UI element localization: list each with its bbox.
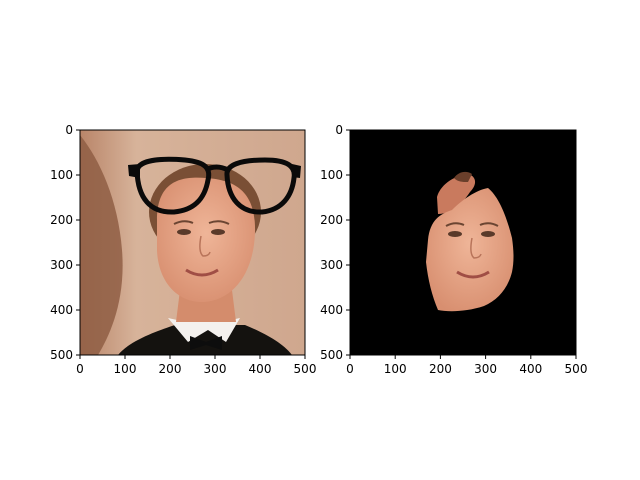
- photo-mouth: [185, 268, 219, 277]
- mask-forehead-fragment: [437, 174, 476, 214]
- glasses-lens-right: [224, 157, 297, 215]
- left-x-tick-label: 300: [204, 362, 227, 376]
- mask-nose: [470, 237, 482, 259]
- glasses-temple-left: [128, 164, 140, 178]
- glasses-temple-right: [292, 164, 301, 178]
- photo-bowtie: [190, 336, 222, 350]
- glasses-overlay: [128, 156, 301, 215]
- left-y-tick-label: 200: [50, 213, 73, 227]
- glasses-lens-left: [134, 156, 212, 215]
- mask-face-region: [426, 188, 514, 312]
- mask-eye-left: [448, 231, 462, 237]
- photo-brow-left: [173, 220, 194, 225]
- left-x-tick-label: 0: [76, 362, 84, 376]
- photo-nose: [199, 235, 211, 257]
- photo-eye-left: [177, 229, 191, 235]
- mask-hair-fragment: [454, 171, 472, 182]
- right-x-tick-label: 300: [474, 362, 497, 376]
- left-y-tick-label: 0: [65, 123, 73, 137]
- photo-brow-right: [208, 220, 230, 225]
- left-x-tick-label: 100: [114, 362, 137, 376]
- photo-eye-right: [211, 229, 225, 235]
- left-axes-frame: [79, 129, 306, 356]
- right-y-tick-label: 500: [320, 348, 343, 362]
- photo-suit: [118, 325, 292, 355]
- mask-brow-right: [479, 222, 499, 227]
- right-y-tick-label: 100: [320, 168, 343, 182]
- left-x-tick-label: 500: [294, 362, 317, 376]
- left-y-tick-label: 300: [50, 258, 73, 272]
- left-image-panel: [80, 130, 305, 355]
- left-x-tick-label: 200: [159, 362, 182, 376]
- left-x-tick-label: 400: [249, 362, 272, 376]
- left-y-tick-label: 400: [50, 303, 73, 317]
- right-axes-frame: [349, 129, 577, 356]
- right-y-tick-label: 200: [320, 213, 343, 227]
- mask-eye-right: [481, 231, 495, 237]
- right-image-panel: [350, 130, 576, 355]
- right-y-tick-label: 0: [335, 123, 343, 137]
- photo-left-figure: [80, 135, 123, 355]
- right-x-tick-label: 500: [565, 362, 588, 376]
- right-x-tick-label: 200: [429, 362, 452, 376]
- right-x-tick-label: 400: [519, 362, 542, 376]
- left-y-tick-label: 100: [50, 168, 73, 182]
- right-x-tick-label: 100: [384, 362, 407, 376]
- mask-mouth: [456, 270, 490, 279]
- glasses-bridge: [204, 164, 230, 173]
- mask-brow-left: [445, 222, 465, 227]
- right-y-tick-label: 400: [320, 303, 343, 317]
- left-y-tick-label: 500: [50, 348, 73, 362]
- right-x-tick-label: 0: [346, 362, 354, 376]
- right-y-tick-label: 300: [320, 258, 343, 272]
